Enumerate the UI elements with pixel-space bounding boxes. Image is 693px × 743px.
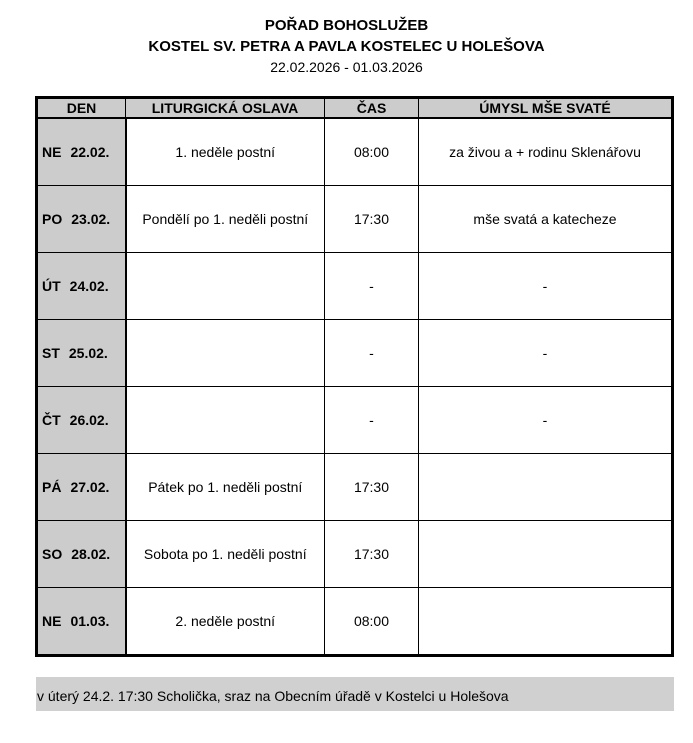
time-cell: 17:30	[324, 453, 419, 521]
intention-cell	[418, 520, 673, 588]
page-title: POŘAD BOHOSLUŽEB	[264, 17, 429, 34]
date: 01.03.	[70, 613, 110, 629]
weekday: NE	[42, 144, 62, 160]
date-range: 22.02.2026 - 01.03.2026	[270, 59, 423, 75]
day-cell: ÚT 24.02.	[36, 252, 127, 320]
intention-cell: -	[418, 319, 673, 387]
table-row: ÚT 24.02. - -	[36, 252, 673, 320]
table-row: NE 01.03. 2. neděle postní 08:00	[36, 587, 673, 656]
day-cell: PO 23.02.	[36, 185, 127, 253]
table-row: PÁ 27.02. Pátek po 1. neděli postní 17:30	[36, 453, 673, 521]
date: 24.02.	[69, 278, 109, 294]
time-cell: 08:00	[324, 587, 419, 656]
table-header: DEN LITURGICKÁ OSLAVA ČAS ÚMYSL MŠE SVAT…	[36, 97, 673, 119]
intention-cell	[418, 587, 673, 656]
date: 27.02.	[70, 479, 110, 495]
table-row: NE 22.02. 1. neděle postní 08:00 za živou…	[36, 117, 673, 186]
weekday: ÚT	[42, 278, 61, 294]
celebration-cell	[125, 252, 325, 320]
church-name: KOSTEL SV. PETRA A PAVLA KOSTELEC U HOLE…	[148, 38, 545, 55]
celebration-cell: 1. neděle postní	[125, 117, 325, 186]
celebration-cell: Pátek po 1. neděli postní	[125, 453, 325, 521]
weekday: NE	[42, 613, 62, 629]
weekday: ST	[42, 345, 60, 361]
time-cell: -	[324, 319, 419, 387]
date: 22.02.	[70, 144, 110, 160]
intention-cell: za živou a + rodinu Sklenářovu	[418, 117, 673, 186]
day-cell: SO 28.02.	[36, 520, 127, 588]
time-cell: -	[324, 252, 419, 320]
table-row: ČT 26.02. - -	[36, 386, 673, 454]
date: 23.02.	[71, 211, 111, 227]
table-row: PO 23.02. Pondělí po 1. neděli postní 17:…	[36, 185, 673, 253]
time-cell: -	[324, 386, 419, 454]
celebration-cell: Pondělí po 1. neděli postní	[125, 185, 325, 253]
table-row: SO 28.02. Sobota po 1. neděli postní 17:3…	[36, 520, 673, 588]
announcement-note: v úterý 24.2. 17:30 Scholička, sraz na O…	[36, 677, 674, 711]
schedule-table: DEN LITURGICKÁ OSLAVA ČAS ÚMYSL MŠE SVAT…	[35, 96, 674, 657]
intention-cell: -	[418, 252, 673, 320]
day-cell: PÁ 27.02.	[36, 453, 127, 521]
intention-cell	[418, 453, 673, 521]
col-intention: ÚMYSL MŠE SVATÉ	[418, 97, 673, 119]
celebration-cell: 2. neděle postní	[125, 587, 325, 656]
day-cell: ČT 26.02.	[36, 386, 127, 454]
celebration-cell: Sobota po 1. neděli postní	[125, 520, 325, 588]
time-cell: 17:30	[324, 520, 419, 588]
intention-cell: -	[418, 386, 673, 454]
day-cell: NE 01.03.	[36, 587, 127, 656]
date: 25.02.	[68, 345, 108, 361]
time-cell: 17:30	[324, 185, 419, 253]
weekday: SO	[42, 546, 63, 562]
celebration-cell	[125, 319, 325, 387]
weekday: PÁ	[42, 479, 62, 495]
col-time: ČAS	[324, 97, 419, 119]
weekday: PO	[42, 211, 63, 227]
time-cell: 08:00	[324, 117, 419, 186]
table-row: ST 25.02. - -	[36, 319, 673, 387]
date: 28.02.	[71, 546, 111, 562]
intention-cell: mše svatá a katecheze	[418, 185, 673, 253]
col-day: DEN	[36, 97, 126, 119]
celebration-cell	[125, 386, 325, 454]
day-cell: ST 25.02.	[36, 319, 127, 387]
date: 26.02.	[69, 412, 109, 428]
col-celebration: LITURGICKÁ OSLAVA	[125, 97, 325, 119]
day-cell: NE 22.02.	[36, 117, 127, 186]
weekday: ČT	[42, 412, 61, 428]
